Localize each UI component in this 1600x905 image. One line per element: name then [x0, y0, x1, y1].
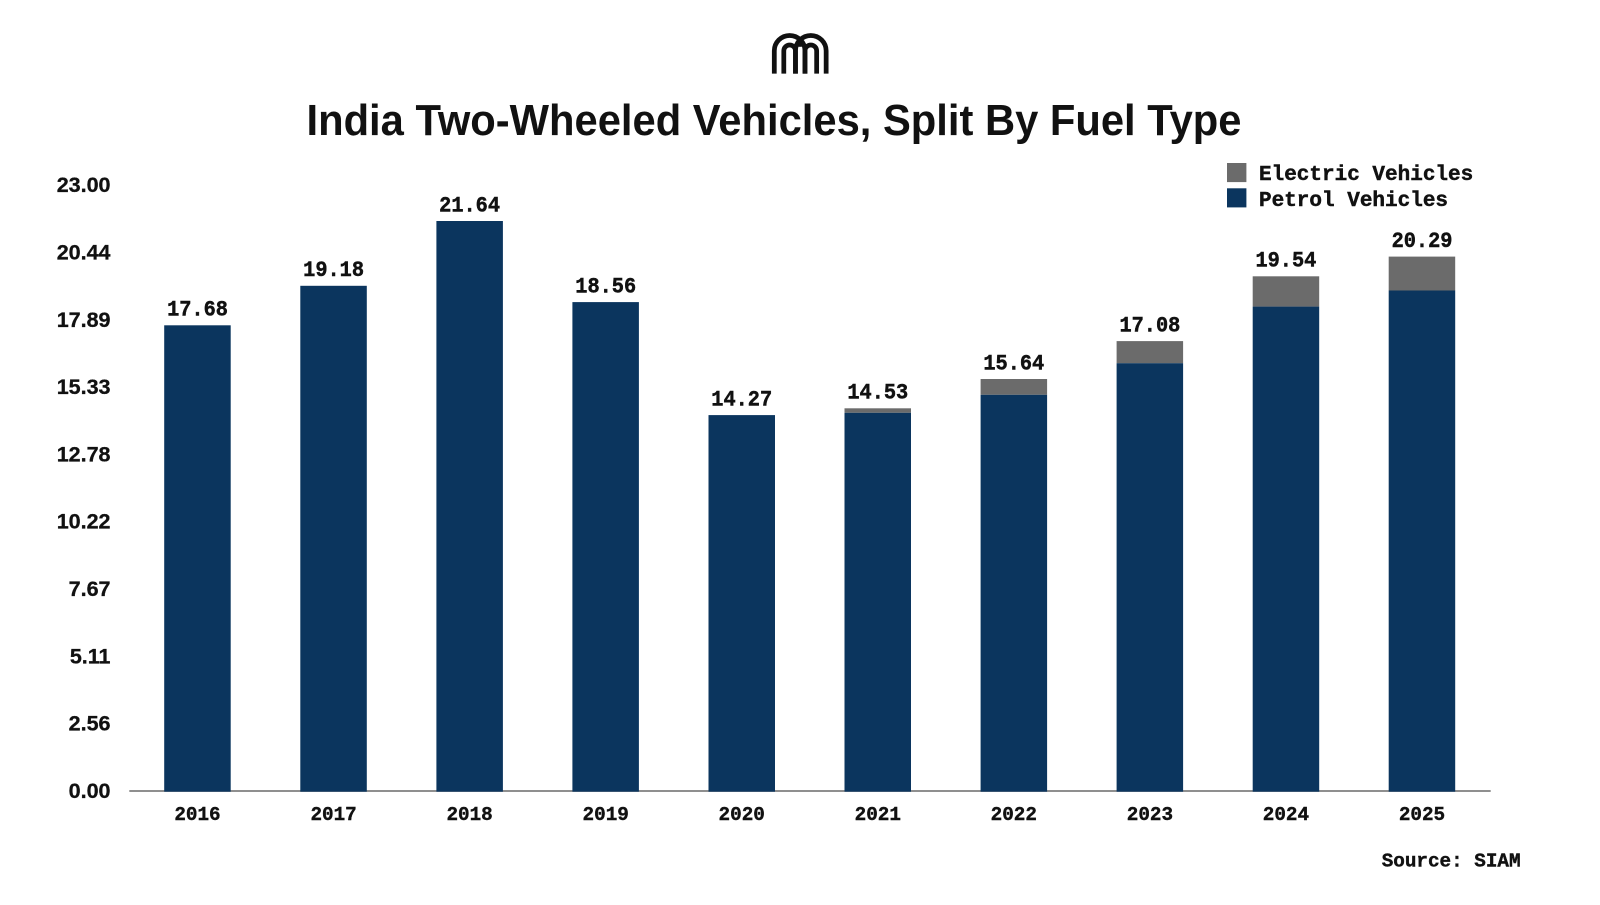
svg-text:20.29: 20.29 [1392, 229, 1453, 254]
svg-text:12.78: 12.78 [57, 442, 111, 466]
svg-text:2018: 2018 [446, 804, 492, 826]
svg-text:21.64: 21.64 [439, 194, 500, 219]
svg-text:Petrol Vehicles: Petrol Vehicles [1259, 190, 1448, 213]
svg-text:23.00: 23.00 [57, 173, 111, 197]
svg-text:2025: 2025 [1399, 804, 1445, 826]
svg-text:2016: 2016 [174, 804, 220, 826]
svg-text:2021: 2021 [855, 804, 901, 826]
svg-text:2019: 2019 [583, 804, 629, 826]
svg-text:2.56: 2.56 [69, 712, 111, 736]
svg-text:10.22: 10.22 [57, 510, 111, 534]
svg-text:17.08: 17.08 [1119, 314, 1180, 339]
svg-text:19.18: 19.18 [303, 258, 364, 283]
svg-text:17.89: 17.89 [57, 308, 111, 332]
svg-text:14.53: 14.53 [847, 381, 908, 406]
svg-text:18.56: 18.56 [575, 275, 636, 300]
svg-text:2022: 2022 [991, 804, 1037, 826]
svg-text:2020: 2020 [719, 804, 765, 826]
svg-text:2024: 2024 [1263, 804, 1309, 826]
svg-text:India Two-Wheeled Vehicles, Sp: India Two-Wheeled Vehicles, Split By Fue… [307, 96, 1242, 145]
svg-text:20.44: 20.44 [57, 241, 111, 265]
svg-text:17.68: 17.68 [167, 298, 228, 323]
svg-text:14.27: 14.27 [711, 388, 772, 413]
svg-text:15.33: 15.33 [57, 375, 111, 399]
svg-text:2023: 2023 [1127, 804, 1173, 826]
svg-text:Source: SIAM: Source: SIAM [1382, 851, 1521, 873]
svg-text:5.11: 5.11 [70, 644, 111, 668]
svg-text:7.67: 7.67 [69, 577, 111, 601]
svg-text:2017: 2017 [310, 804, 356, 826]
svg-text:Electric Vehicles: Electric Vehicles [1259, 164, 1473, 187]
svg-text:15.64: 15.64 [983, 352, 1044, 377]
svg-text:19.54: 19.54 [1255, 249, 1316, 274]
svg-text:0.00: 0.00 [69, 779, 111, 803]
